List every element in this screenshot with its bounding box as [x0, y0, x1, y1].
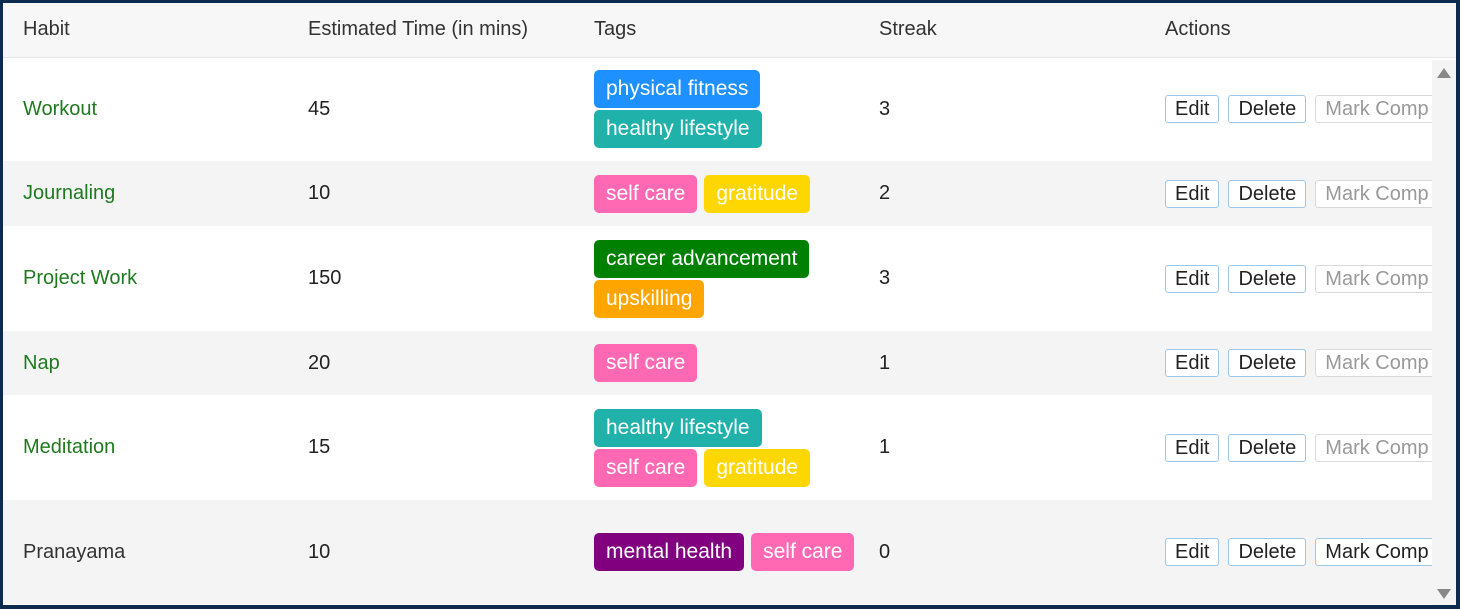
- tag-badge: upskilling: [594, 279, 705, 318]
- delete-button[interactable]: Delete: [1228, 349, 1307, 377]
- edit-button[interactable]: Edit: [1165, 349, 1220, 377]
- habit-name: Meditation: [23, 436, 116, 458]
- habit-name: Journaling: [23, 182, 116, 204]
- tag-badge: healthy lifestyle: [594, 110, 762, 149]
- delete-button[interactable]: Delete: [1228, 433, 1307, 462]
- streak-cell: 2: [879, 182, 891, 204]
- streak-cell: 0: [879, 540, 891, 563]
- tags-cell: self care gratitude: [574, 161, 859, 226]
- delete-button[interactable]: Delete: [1228, 538, 1307, 566]
- mark-complete-button[interactable]: Mark Comp: [1315, 349, 1432, 377]
- delete-button[interactable]: Delete: [1228, 95, 1307, 124]
- actions-cell: Edit Delete Mark Comp: [1145, 161, 1432, 226]
- tag-badge: gratitude: [704, 448, 811, 487]
- actions-cell: Edit Delete Mark Comp: [1145, 395, 1432, 500]
- tag-badge: self care: [751, 533, 855, 571]
- edit-button[interactable]: Edit: [1165, 179, 1220, 208]
- tag-badge: self care: [594, 344, 698, 382]
- mark-complete-button[interactable]: Mark Comp: [1315, 95, 1432, 124]
- header-scrollbar-cap: [1432, 3, 1456, 58]
- actions-cell: Edit Delete Mark Comp: [1145, 331, 1432, 395]
- tag-list: mental health self care: [594, 522, 864, 582]
- streak-cell: 3: [879, 97, 891, 120]
- tags-cell: healthy lifestyle self care gratitude: [574, 395, 859, 500]
- tag-badge: mental health: [594, 533, 745, 571]
- streak-cell: 3: [879, 267, 891, 289]
- tag-list: self care: [594, 333, 864, 393]
- mark-complete-button[interactable]: Mark Comp: [1315, 264, 1432, 293]
- estimated-time-cell: 10: [308, 540, 331, 563]
- tag-list: physical fitness healthy lifestyle: [594, 59, 864, 159]
- habit-name: Nap: [23, 351, 60, 374]
- habit-name-cell: Workout: [3, 57, 288, 161]
- edit-button[interactable]: Edit: [1165, 538, 1220, 566]
- table-row: Workout 45 physical fitness healthy lifesty…: [3, 57, 1432, 161]
- habit-name-cell: Journaling: [3, 161, 288, 226]
- vertical-scrollbar[interactable]: [1432, 60, 1456, 605]
- scroll-down-arrow-icon[interactable]: [1437, 589, 1451, 599]
- habit-name: Workout: [23, 97, 98, 120]
- habit-name-cell: Meditation: [3, 395, 288, 500]
- table-row: Pranayama 10 mental health self care 0 Edit De…: [3, 500, 1432, 604]
- actions-cell: Edit Delete Mark Comp: [1145, 500, 1432, 604]
- habit-table-panel: Habit Estimated Time (in mins) Tags Stre…: [3, 3, 1456, 605]
- actions-cell: Edit Delete Mark Comp: [1145, 57, 1432, 161]
- habit-table-scroll-area[interactable]: Habit Estimated Time (in mins) Tags Stre…: [3, 3, 1432, 605]
- tag-badge: gratitude: [704, 174, 811, 213]
- actions-cell: Edit Delete Mark Comp: [1145, 226, 1432, 331]
- habit-name-cell: Nap: [3, 331, 288, 395]
- tag-badge: career advancement: [594, 239, 810, 278]
- tag-list: healthy lifestyle self care gratitude: [594, 398, 864, 498]
- streak-cell: 1: [879, 436, 891, 458]
- table-row: Meditation 15 healthy lifestyle self care gr…: [3, 395, 1432, 500]
- table-row: Nap 20 self care 1 Edit Delete Mark Comp: [3, 331, 1432, 395]
- table-header-row: Habit Estimated Time (in mins) Tags Stre…: [3, 3, 1432, 58]
- habit-name: Pranayama: [23, 540, 126, 563]
- column-header-actions: Actions: [1145, 3, 1432, 58]
- tags-cell: mental health self care: [574, 500, 859, 604]
- edit-button[interactable]: Edit: [1165, 95, 1220, 124]
- estimated-time-cell: 150: [308, 267, 342, 289]
- tag-badge: physical fitness: [594, 70, 761, 109]
- mark-complete-button[interactable]: Mark Comp: [1315, 538, 1432, 566]
- mark-complete-button[interactable]: Mark Comp: [1315, 179, 1432, 208]
- table-row: Project Work 150 career advancement upskill…: [3, 226, 1432, 331]
- tag-badge: self care: [594, 174, 698, 213]
- estimated-time-cell: 10: [308, 182, 331, 204]
- column-header-streak: Streak: [859, 3, 1145, 58]
- tag-list: career advancement upskilling: [594, 229, 864, 329]
- tag-list: self care gratitude: [594, 164, 864, 224]
- estimated-time-cell: 45: [308, 97, 331, 120]
- habit-name: Project Work: [23, 267, 138, 289]
- delete-button[interactable]: Delete: [1228, 179, 1307, 208]
- edit-button[interactable]: Edit: [1165, 433, 1220, 462]
- tag-badge: healthy lifestyle: [594, 408, 762, 447]
- delete-button[interactable]: Delete: [1228, 264, 1307, 293]
- estimated-time-cell: 20: [308, 351, 331, 374]
- column-header-time: Estimated Time (in mins): [288, 3, 574, 58]
- mark-complete-button[interactable]: Mark Comp: [1315, 433, 1432, 462]
- tags-cell: physical fitness healthy lifestyle: [574, 57, 859, 161]
- table-row: Journaling 10 self care gratitude 2 Edit Delet…: [3, 161, 1432, 226]
- column-header-tags: Tags: [574, 3, 859, 58]
- edit-button[interactable]: Edit: [1165, 264, 1220, 293]
- tags-cell: self care: [574, 331, 859, 395]
- habit-name-cell: Pranayama: [3, 500, 288, 604]
- column-header-habit: Habit: [3, 3, 288, 58]
- habit-table: Habit Estimated Time (in mins) Tags Stre…: [3, 3, 1432, 604]
- habit-name-cell: Project Work: [3, 226, 288, 331]
- scroll-up-arrow-icon[interactable]: [1437, 68, 1451, 78]
- estimated-time-cell: 15: [308, 436, 331, 458]
- tag-badge: self care: [594, 448, 698, 487]
- streak-cell: 1: [879, 351, 891, 374]
- tags-cell: career advancement upskilling: [574, 226, 859, 331]
